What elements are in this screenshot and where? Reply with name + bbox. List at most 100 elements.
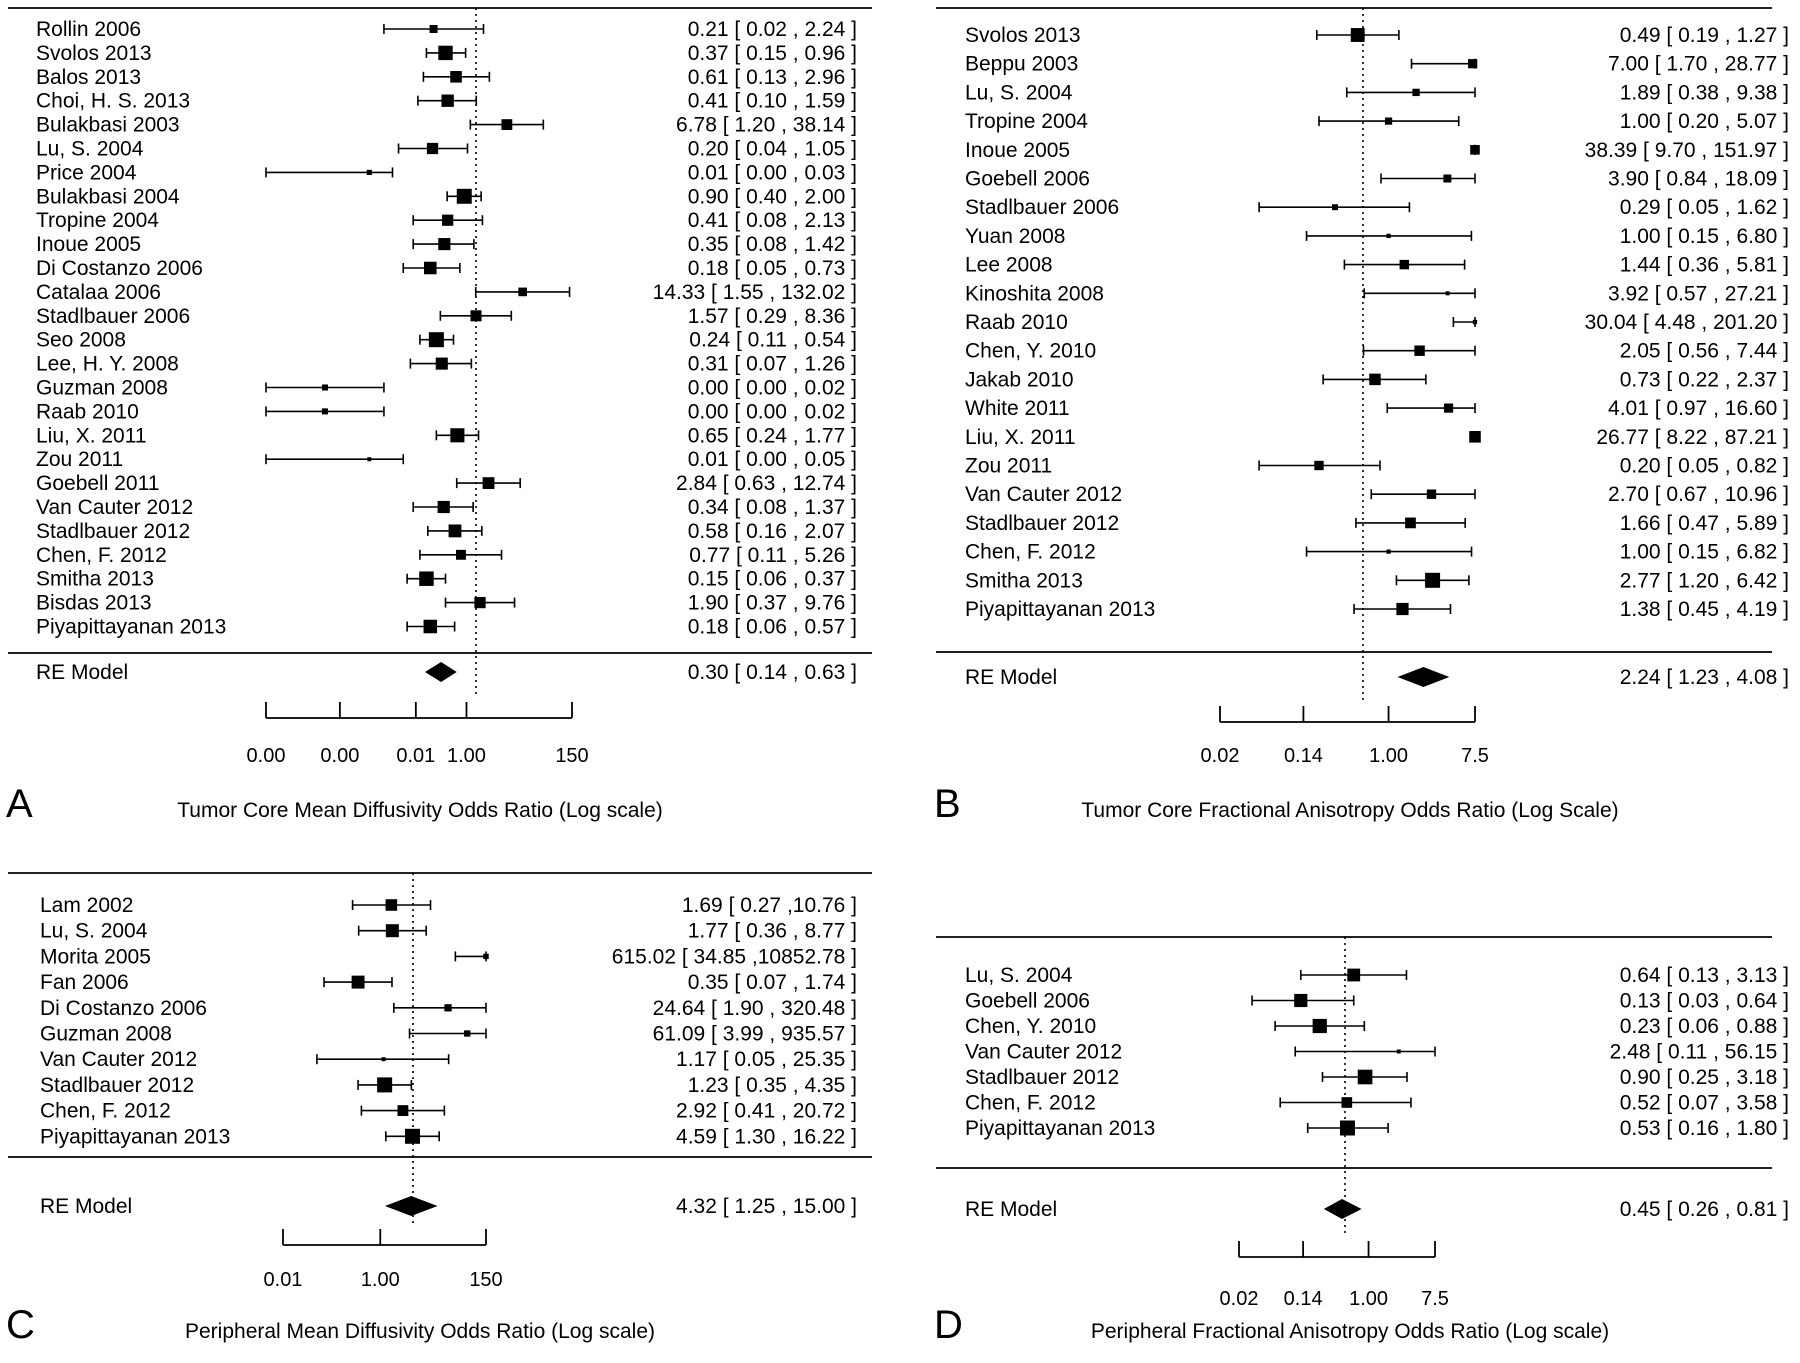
summary-ci-label: 4.32 [ 1.25 , 15.00 ] bbox=[676, 1195, 857, 1218]
study-ci-label: 0.20 [ 0.05 , 0.82 ] bbox=[1620, 455, 1789, 478]
point-estimate bbox=[450, 71, 462, 83]
study-ci-label: 2.84 [ 0.63 , 12.74 ] bbox=[676, 472, 857, 495]
point-estimate bbox=[1470, 145, 1480, 155]
study-name: Piyapittayanan 2013 bbox=[36, 616, 226, 639]
study-name: Liu, X. 2011 bbox=[965, 426, 1076, 449]
study-row: Balos 2013 0.61 [ 0.13 , 2.96 ] bbox=[36, 66, 857, 89]
study-row: Catalaa 2006 14.33 [ 1.55 , 132.02 ] bbox=[36, 281, 857, 304]
study-name: Chen, F. 2012 bbox=[965, 541, 1096, 564]
point-estimate bbox=[444, 1004, 452, 1012]
point-estimate bbox=[1414, 345, 1425, 356]
point-estimate bbox=[437, 500, 450, 514]
study-row: Di Costanzo 2006 0.18 [ 0.05 , 0.73 ] bbox=[36, 257, 857, 280]
study-row: Stadlbauer 2006 1.57 [ 0.29 , 8.36 ] bbox=[36, 305, 857, 328]
point-estimate bbox=[419, 571, 434, 586]
summary-diamond bbox=[1397, 667, 1450, 687]
x-tick-label: 0.01 bbox=[264, 1269, 303, 1291]
study-row: Stadlbauer 2012 0.58 [ 0.16 , 2.07 ] bbox=[36, 520, 857, 543]
summary-row: RE Model 0.45 [ 0.26 , 0.81 ] bbox=[965, 1198, 1789, 1221]
point-estimate bbox=[1412, 88, 1420, 97]
study-row: Guzman 2008 0.00 [ 0.00 , 0.02 ] bbox=[36, 377, 857, 400]
study-ci-label: 1.00 [ 0.20 , 5.07 ] bbox=[1620, 110, 1789, 133]
x-axis: 0.01 1.00 150 bbox=[264, 1229, 503, 1291]
summary-diamond bbox=[424, 662, 457, 682]
study-ci-label: 1.23 [ 0.35 , 4.35 ] bbox=[688, 1074, 857, 1097]
study-ci-label: 0.35 [ 0.07 , 1.74 ] bbox=[688, 971, 857, 994]
point-estimate bbox=[1332, 204, 1339, 211]
study-name: Di Costanzo 2006 bbox=[40, 997, 207, 1020]
study-ci-label: 0.35 [ 0.08 , 1.42 ] bbox=[688, 233, 857, 256]
study-name: Piyapittayanan 2013 bbox=[965, 1117, 1155, 1140]
forest-plot-svg: Rollin 2006 0.21 [ 0.02 , 2.24 ]Svolos 20… bbox=[8, 7, 872, 767]
forest-panel-d: Lu, S. 2004 0.64 [ 0.13 , 3.13 ] Goebell 2… bbox=[900, 690, 1800, 1363]
study-name: Di Costanzo 2006 bbox=[36, 257, 203, 280]
point-estimate bbox=[1339, 1120, 1355, 1136]
study-ci-label: 6.78 [ 1.20 , 38.14 ] bbox=[676, 114, 857, 137]
point-estimate bbox=[435, 357, 448, 370]
study-row: Lee 2008 1.44 [ 0.36 , 5.81 ] bbox=[965, 254, 1789, 277]
study-name: Van Cauter 2012 bbox=[965, 1041, 1122, 1064]
point-estimate bbox=[1405, 517, 1416, 529]
summary-name: RE Model bbox=[965, 666, 1057, 689]
study-name: Svolos 2013 bbox=[965, 24, 1081, 47]
point-estimate bbox=[397, 1105, 409, 1117]
point-estimate bbox=[450, 428, 465, 443]
point-estimate bbox=[448, 524, 462, 538]
x-axis: 0.02 0.14 1.00 7.5 bbox=[1201, 706, 1489, 767]
summary-ci-label: 0.30 [ 0.14 , 0.63 ] bbox=[688, 661, 857, 684]
point-estimate bbox=[423, 619, 438, 634]
study-name: Lu, S. 2004 bbox=[40, 920, 148, 943]
study-ci-label: 61.09 [ 3.99 , 935.57 ] bbox=[653, 1023, 857, 1046]
study-row: Goebell 2011 2.84 [ 0.63 , 12.74 ] bbox=[36, 472, 857, 495]
study-ci-label: 1.44 [ 0.36 , 5.81 ] bbox=[1620, 254, 1789, 277]
study-ci-label: 0.13 [ 0.03 , 0.64 ] bbox=[1620, 990, 1789, 1013]
study-row: White 2011 4.01 [ 0.97 , 16.60 ] bbox=[965, 397, 1789, 420]
study-row: Chen, F. 2012 1.00 [ 0.15 , 6.82 ] bbox=[965, 541, 1789, 564]
panel-letter: C bbox=[6, 1303, 35, 1347]
x-tick-label: 0.02 bbox=[1201, 745, 1240, 767]
study-row: Chen, Y. 2010 2.05 [ 0.56 , 7.44 ] bbox=[965, 340, 1789, 363]
study-row: Stadlbauer 2012 1.66 [ 0.47 , 5.89 ] bbox=[965, 512, 1789, 535]
point-estimate bbox=[405, 1128, 420, 1144]
study-name: Beppu 2003 bbox=[965, 53, 1078, 76]
x-tick-label: 7.5 bbox=[1421, 1288, 1449, 1310]
point-estimate bbox=[366, 169, 372, 175]
study-ci-label: 0.41 [ 0.10 , 1.59 ] bbox=[688, 90, 857, 113]
study-ci-label: 2.05 [ 0.56 , 7.44 ] bbox=[1620, 340, 1789, 363]
panel-letter: A bbox=[6, 782, 33, 826]
study-row: Lee, H. Y. 2008 0.31 [ 0.07 , 1.26 ] bbox=[36, 353, 857, 376]
study-row: Stadlbauer 2012 1.23 [ 0.35 , 4.35 ] bbox=[40, 1074, 857, 1097]
x-tick-label: 1.00 bbox=[447, 745, 486, 767]
forest-panel-b: Svolos 2013 0.49 [ 0.19 , 1.27 ] Beppu 200… bbox=[900, 0, 1800, 824]
study-name: Rollin 2006 bbox=[36, 18, 141, 41]
point-estimate bbox=[1294, 993, 1308, 1008]
study-ci-label: 26.77 [ 8.22 , 87.21 ] bbox=[1596, 426, 1789, 449]
study-name: Yuan 2008 bbox=[965, 225, 1065, 248]
study-row: Raab 2010 30.04 [ 4.48 , 201.20 ] bbox=[965, 311, 1789, 334]
x-tick-label: 0.14 bbox=[1284, 745, 1323, 767]
study-name: Guzman 2008 bbox=[36, 377, 168, 400]
study-row: Inoue 2005 0.35 [ 0.08 , 1.42 ] bbox=[36, 233, 857, 256]
point-estimate bbox=[1386, 549, 1391, 554]
study-ci-label: 3.92 [ 0.57 , 27.21 ] bbox=[1608, 282, 1789, 305]
study-ci-label: 24.64 [ 1.90 , 320.48 ] bbox=[653, 997, 857, 1020]
study-ci-label: 0.41 [ 0.08 , 2.13 ] bbox=[688, 209, 857, 232]
study-name: Zou 2011 bbox=[965, 455, 1052, 478]
study-row: Van Cauter 2012 2.70 [ 0.67 , 10.96 ] bbox=[965, 483, 1789, 506]
point-estimate bbox=[1314, 460, 1324, 471]
x-tick-label: 0.02 bbox=[1220, 1288, 1259, 1310]
point-estimate bbox=[474, 596, 486, 609]
study-row: Bisdas 2013 1.90 [ 0.37 , 9.76 ] bbox=[36, 592, 857, 615]
study-row: Goebell 2006 3.90 [ 0.84 , 18.09 ] bbox=[965, 168, 1789, 191]
study-row: Svolos 2013 0.37 [ 0.15 , 0.96 ] bbox=[36, 42, 857, 65]
study-ci-label: 0.49 [ 0.19 , 1.27 ] bbox=[1620, 24, 1789, 47]
study-name: Catalaa 2006 bbox=[36, 281, 161, 304]
study-name: Goebell 2011 bbox=[36, 472, 159, 495]
study-ci-label: 0.52 [ 0.07 , 3.58 ] bbox=[1620, 1092, 1789, 1115]
x-axis-title: Tumor Core Mean Diffusivity Odds Ratio (… bbox=[177, 799, 663, 822]
study-ci-label: 0.77 [ 0.11 , 5.26 ] bbox=[689, 544, 857, 567]
study-name: Chen, F. 2012 bbox=[36, 544, 167, 567]
study-ci-label: 2.70 [ 0.67 , 10.96 ] bbox=[1608, 483, 1789, 506]
study-row: Van Cauter 2012 0.34 [ 0.08 , 1.37 ] bbox=[36, 496, 857, 519]
